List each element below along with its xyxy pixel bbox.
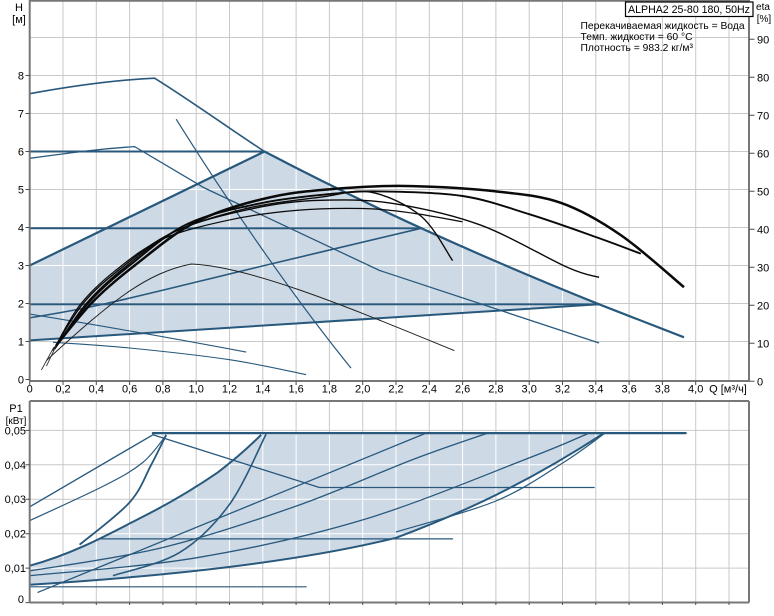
svg-text:2,8: 2,8 <box>488 384 503 396</box>
svg-text:3,8: 3,8 <box>655 384 670 396</box>
svg-text:0: 0 <box>757 376 763 388</box>
svg-text:0,8: 0,8 <box>155 384 170 396</box>
svg-text:2,0: 2,0 <box>355 384 370 396</box>
svg-text:80: 80 <box>757 72 769 84</box>
svg-text:[кВт]: [кВт] <box>6 416 27 427</box>
svg-text:0: 0 <box>18 375 24 387</box>
svg-text:0,04: 0,04 <box>5 460 26 472</box>
svg-text:8: 8 <box>18 71 24 83</box>
svg-text:0,4: 0,4 <box>89 384 104 396</box>
svg-text:1,2: 1,2 <box>222 384 237 396</box>
svg-text:3: 3 <box>18 261 24 273</box>
svg-text:Перекачиваемая жидкость = Вода: Перекачиваемая жидкость = Вода <box>581 21 745 32</box>
svg-text:1,0: 1,0 <box>189 384 204 396</box>
svg-text:Темп. жидкости = 60 °C: Темп. жидкости = 60 °C <box>581 32 694 43</box>
svg-text:2,6: 2,6 <box>455 384 470 396</box>
svg-text:3,0: 3,0 <box>522 384 537 396</box>
svg-text:[м]: [м] <box>12 14 26 26</box>
svg-text:0: 0 <box>18 594 24 606</box>
svg-text:0,02: 0,02 <box>5 529 26 541</box>
svg-text:3,4: 3,4 <box>588 384 603 396</box>
svg-text:5: 5 <box>18 185 24 197</box>
svg-text:0,03: 0,03 <box>5 494 26 506</box>
svg-text:2: 2 <box>18 299 24 311</box>
svg-text:1,4: 1,4 <box>255 384 270 396</box>
svg-text:1,8: 1,8 <box>322 384 337 396</box>
svg-text:Плотность = 983.2 кг/м³: Плотность = 983.2 кг/м³ <box>581 43 694 54</box>
svg-text:70: 70 <box>757 110 769 122</box>
svg-text:2,2: 2,2 <box>388 384 403 396</box>
svg-text:0,6: 0,6 <box>122 384 137 396</box>
svg-text:4,0: 4,0 <box>688 384 703 396</box>
svg-text:50: 50 <box>757 186 769 198</box>
svg-text:30: 30 <box>757 262 769 274</box>
svg-text:0,2: 0,2 <box>55 384 70 396</box>
svg-text:eta: eta <box>756 2 770 13</box>
svg-text:10: 10 <box>757 338 769 350</box>
svg-text:P1: P1 <box>9 403 22 415</box>
svg-text:3,6: 3,6 <box>621 384 636 396</box>
svg-text:H: H <box>15 2 23 14</box>
svg-text:[%]: [%] <box>757 14 772 25</box>
svg-text:4: 4 <box>18 223 24 235</box>
svg-text:60: 60 <box>757 148 769 160</box>
svg-text:40: 40 <box>757 224 769 236</box>
svg-text:Q [м³/ч]: Q [м³/ч] <box>709 384 747 396</box>
svg-text:3,2: 3,2 <box>555 384 570 396</box>
svg-text:0,01: 0,01 <box>5 563 26 575</box>
svg-text:ALPHA2 25-80 180, 50Hz: ALPHA2 25-80 180, 50Hz <box>628 4 750 16</box>
svg-text:1,6: 1,6 <box>288 384 303 396</box>
svg-text:7: 7 <box>18 109 24 121</box>
svg-text:2,4: 2,4 <box>422 384 437 396</box>
svg-text:20: 20 <box>757 300 769 312</box>
svg-text:0,05: 0,05 <box>5 425 26 437</box>
svg-text:90: 90 <box>757 34 769 46</box>
svg-text:0: 0 <box>27 384 33 396</box>
svg-text:1: 1 <box>18 337 24 349</box>
svg-text:6: 6 <box>18 147 24 159</box>
